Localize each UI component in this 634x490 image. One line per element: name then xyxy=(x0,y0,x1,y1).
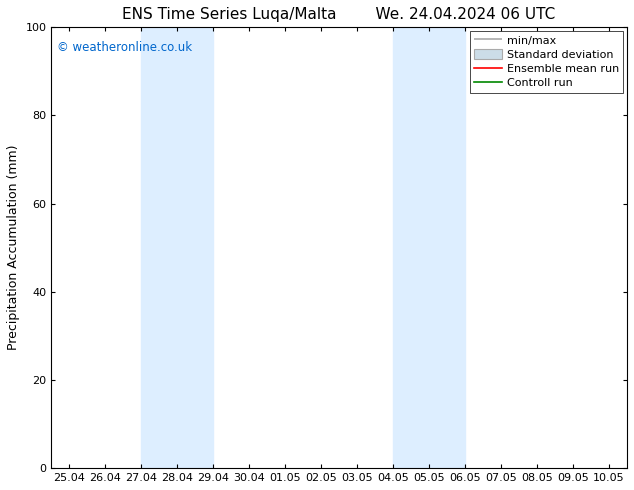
Text: © weatheronline.co.uk: © weatheronline.co.uk xyxy=(57,41,192,53)
Y-axis label: Precipitation Accumulation (mm): Precipitation Accumulation (mm) xyxy=(7,145,20,350)
Legend: min/max, Standard deviation, Ensemble mean run, Controll run: min/max, Standard deviation, Ensemble me… xyxy=(470,30,623,93)
Bar xyxy=(141,27,213,468)
Title: ENS Time Series Luqa/Malta        We. 24.04.2024 06 UTC: ENS Time Series Luqa/Malta We. 24.04.202… xyxy=(122,7,555,22)
Bar xyxy=(393,27,465,468)
